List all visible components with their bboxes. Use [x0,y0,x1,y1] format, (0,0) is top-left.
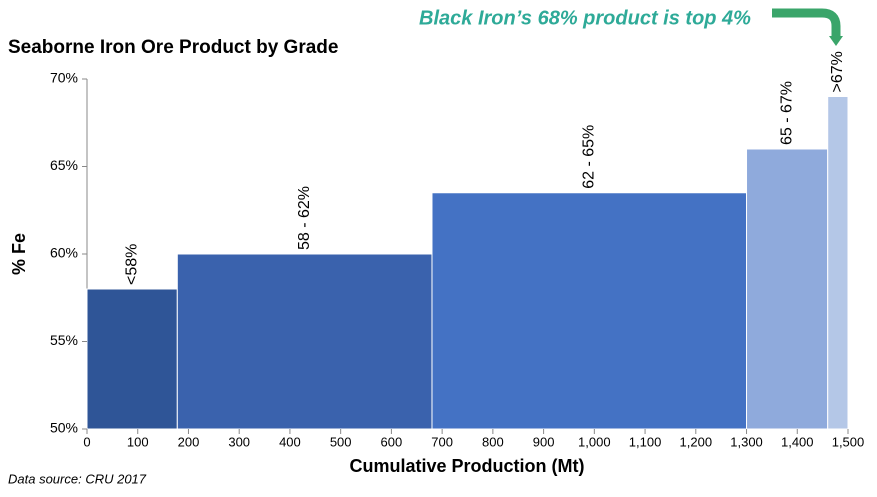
source-note: Data source: CRU 2017 [8,471,147,486]
x-tick-label: 1,000 [578,434,611,449]
arrow [772,8,841,38]
bar-label: 62 - 65% [580,125,597,189]
x-tick-label: 200 [178,434,200,449]
bar-label: <58% [123,244,140,285]
y-tick-label: 50% [50,420,78,436]
bar [827,96,849,430]
x-tick-label: 1,400 [781,434,814,449]
x-tick-label: 500 [330,434,352,449]
x-tick-label: 600 [381,434,403,449]
bar-label: 58 - 62% [296,186,313,250]
y-tick-label: 70% [50,70,78,86]
x-tick-label: 700 [431,434,453,449]
x-tick-label: 1,100 [629,434,662,449]
x-tick-label: 1,500 [832,434,865,449]
x-tick-label: 1,300 [730,434,763,449]
y-tick-label: 55% [50,332,78,348]
y-tick-label: 60% [50,245,78,261]
arrow-head [829,36,843,46]
x-tick-label: 400 [279,434,301,449]
x-tick-label: 800 [482,434,504,449]
y-axis-title: % Fe [9,233,29,275]
x-axis-title: Cumulative Production (Mt) [350,456,585,476]
bar-label: 65 - 67% [778,81,795,145]
x-tick-label: 100 [127,434,149,449]
x-tick-label: 900 [533,434,555,449]
x-tick-label: 1,200 [680,434,713,449]
bar-label: >67% [829,51,846,92]
x-tick-label: 0 [83,434,90,449]
bar [431,192,748,430]
chart-title: Seaborne Iron Ore Product by Grade [8,37,338,58]
y-tick-label: 65% [50,157,78,173]
x-tick-label: 300 [228,434,250,449]
bar [176,253,433,430]
bar [86,288,178,430]
annotation: Black Iron’s 68% product is top 4% [419,7,751,29]
bar [746,148,829,430]
